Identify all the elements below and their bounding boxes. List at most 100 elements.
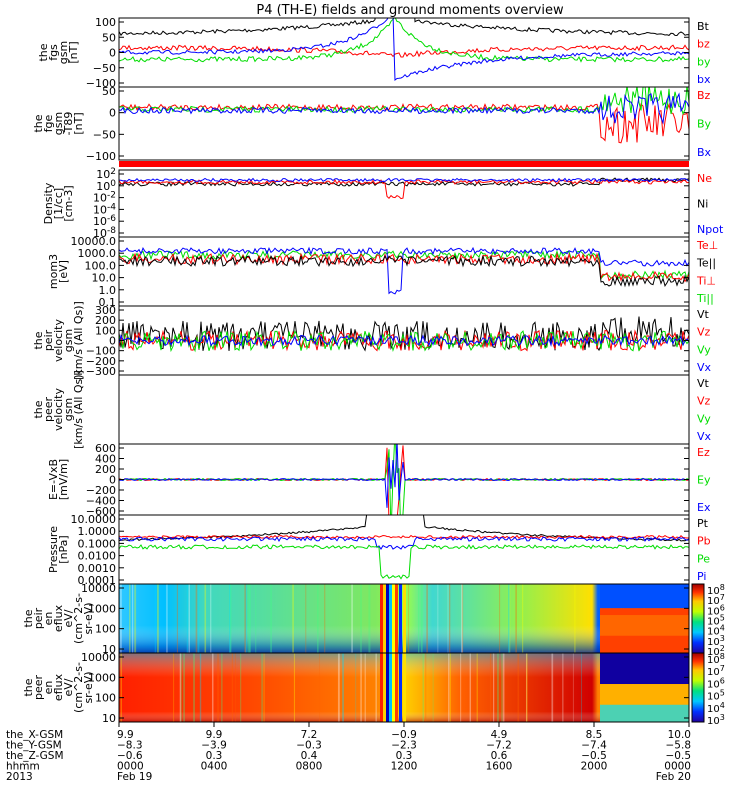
- y-tick-label: 1.0: [99, 284, 117, 297]
- x-axis-row-label: the_Z-GSM: [6, 750, 64, 762]
- x-axis-row-label: the_Y-GSM: [6, 740, 62, 752]
- x-axis-value: −0.5: [666, 750, 692, 762]
- panel-3: 10210010-210-410-610-8Density[1/cc][cm-3…: [42, 167, 724, 240]
- panel-5: 3002001000−100−200−300thepeirvelocitygsm…: [32, 301, 712, 380]
- y-axis-label-line: peir: [42, 329, 55, 351]
- legend-entry: Bz: [697, 89, 711, 102]
- y-tick-label: 0: [109, 47, 116, 60]
- y-axis-label-line: en: [42, 612, 55, 626]
- panel-frame: [118, 236, 690, 307]
- x-axis-value: −2.3: [391, 740, 417, 752]
- legend-entry: Ti⊥: [696, 274, 716, 287]
- legend-entry: Pt: [697, 517, 709, 530]
- panel-frame: [118, 374, 690, 445]
- y-axis-label-line: eV/: [62, 678, 75, 696]
- legend-entry: Te||: [696, 257, 716, 270]
- y-tick-label: −50: [93, 62, 116, 75]
- trace-black: [119, 255, 689, 288]
- y-axis-label-line: gsm: [62, 398, 75, 421]
- y-tick-label: −300: [86, 365, 116, 378]
- y-tick-label: 10: [102, 643, 116, 656]
- x-axis-value: −7.4: [581, 740, 607, 752]
- y-axis-label-line: gsm: [52, 112, 65, 135]
- legend-entry: Ti||: [696, 292, 714, 305]
- y-axis-label-line: eV/: [62, 609, 75, 627]
- y-tick-label: 100: [95, 324, 116, 337]
- x-axis-row-label: hhmm: [6, 761, 40, 773]
- x-axis-value: −3.9: [201, 740, 227, 752]
- y-axis-label-line: gsm: [57, 41, 70, 64]
- y-tick-label: 600: [95, 442, 116, 455]
- y-axis-label-line: -T89: [62, 112, 75, 136]
- y-axis-label-line: [1/cc]: [52, 188, 65, 219]
- y-axis-label-line: [km/s (All Qs)]: [72, 370, 85, 449]
- trace-black: [119, 515, 689, 542]
- y-axis-label-line: [km/s (All Qs)]: [72, 301, 85, 380]
- legend-entry: by: [697, 55, 711, 68]
- legend-entry: Vy: [697, 343, 711, 356]
- x-axis-value: 2000: [581, 761, 608, 773]
- legend-entry: Pe: [697, 552, 710, 565]
- y-tick-label: 1000: [88, 671, 116, 684]
- panel-7-traces: [119, 444, 689, 515]
- y-axis-label-line: fgs: [47, 44, 60, 61]
- y-tick-label: 0: [109, 107, 116, 120]
- panel-10: 10810710610510410310000100010010thepeere…: [22, 651, 725, 727]
- trace-blue: [119, 246, 689, 295]
- y-tick-label: 0.1000: [78, 537, 117, 550]
- legend-entry: bz: [697, 38, 710, 51]
- panel-8-traces: [119, 515, 689, 580]
- y-tick-label: 10000.0: [71, 235, 117, 248]
- trace-red: [119, 178, 689, 200]
- y-tick-label: −600: [86, 505, 116, 518]
- x-axis-value: 0400: [201, 761, 228, 773]
- legend-entry: Ez: [697, 446, 710, 459]
- x-axis-value: 0000: [664, 761, 691, 773]
- panel-4-traces: [119, 246, 689, 295]
- legend-entry: Vx: [697, 361, 712, 374]
- y-axis-label-line: sr-eV): [82, 671, 95, 703]
- y-tick-label: 50: [102, 31, 116, 44]
- y-tick-label: 10000: [81, 651, 116, 664]
- y-axis-label-line: [nT]: [72, 112, 85, 134]
- y-axis-label-line: gsm: [62, 329, 75, 352]
- legend-entry: Pb: [697, 535, 711, 548]
- legend-entry: Bx: [697, 146, 712, 159]
- x-axis-value: 9.9: [117, 729, 134, 741]
- x-axis-value: −5.8: [666, 740, 692, 752]
- y-axis-label-line: peer: [42, 397, 55, 423]
- y-axis-label-line: (cm^2-s-: [72, 593, 85, 644]
- y-tick-label: −100: [86, 150, 116, 163]
- y-axis-label-line: Pressure: [47, 526, 60, 573]
- y-tick-label: 200: [95, 463, 116, 476]
- trace-black: [119, 316, 689, 352]
- y-tick-label: 50: [102, 85, 116, 98]
- trace-green: [119, 249, 689, 281]
- x-axis-value: 0800: [296, 761, 323, 773]
- y-tick-label: 0.0001: [78, 574, 117, 587]
- y-tick-label: 100: [95, 16, 116, 29]
- y-axis-label-line: the: [22, 678, 35, 696]
- y-axis-label-line: [nPa]: [57, 535, 70, 563]
- y-axis-label-line: [mV/m]: [57, 459, 70, 500]
- y-axis-label-line: the: [37, 43, 50, 61]
- legend-entry: Vx: [697, 430, 712, 443]
- y-tick-label: 200: [95, 314, 116, 327]
- y-tick-label: −100: [86, 77, 116, 90]
- y-axis-label-line: E=-VxB: [47, 459, 60, 500]
- x-axis-value: 4.9: [491, 729, 508, 741]
- x-axis-value: 0.6: [491, 750, 508, 762]
- trace-red: [119, 44, 689, 58]
